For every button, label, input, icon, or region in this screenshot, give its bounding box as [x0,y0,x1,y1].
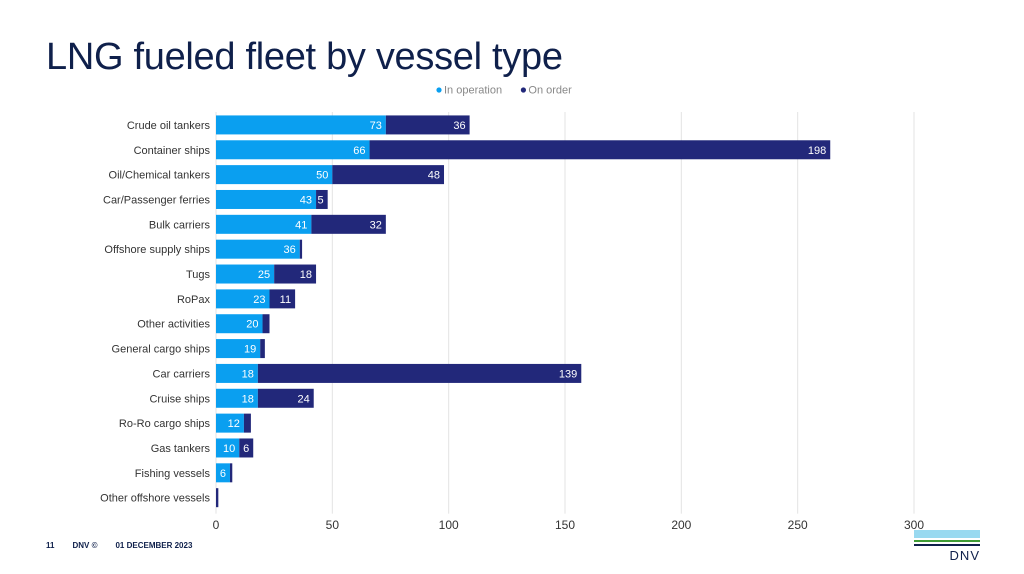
bar-on-order [332,165,445,185]
category-label: General cargo ships [112,344,211,356]
x-tick-label: 0 [213,518,220,532]
data-label: 36 [284,244,296,256]
bar-on-order [385,115,470,135]
category-label: RoPax [177,294,211,306]
data-label: 11 [280,294,291,306]
data-label: 198 [808,145,826,157]
data-label: 6 [220,468,226,480]
legend-label-0: In operation [444,85,502,97]
category-label: Oil/Chemical tankers [109,170,211,182]
category-label: Gas tankers [151,443,211,455]
footer-date: 01 DECEMBER 2023 [115,541,193,550]
category-label: Car carriers [153,368,211,380]
category-label: Container ships [134,145,211,157]
logo-text: DNV [949,548,980,563]
bar-in-operation [216,264,275,284]
dnv-logo: DNV [914,530,980,563]
category-label: Crude oil tankers [127,120,211,132]
logo-bar-green [914,540,980,542]
data-label: 12 [228,418,240,430]
logo-bar-light [914,530,980,538]
bar-on-order [269,289,296,309]
data-label: 18 [242,393,254,405]
x-tick-label: 300 [904,518,924,532]
bar-on-order [243,413,251,433]
bar-in-operation [216,140,370,160]
bar-in-operation [216,388,258,408]
bar-in-operation [216,314,263,334]
page-title: LNG fueled fleet by vessel type [46,36,563,78]
data-label: 5 [318,194,324,206]
bar-on-order [274,264,317,284]
x-tick-label: 100 [439,518,459,532]
bar-on-order [257,388,314,408]
data-label: 18 [300,269,312,281]
data-label: 36 [453,120,465,132]
data-label: 25 [258,269,270,281]
x-tick-label: 200 [671,518,691,532]
logo-bar-dark [914,544,980,546]
category-label: Other activities [137,319,210,331]
category-label: Fishing vessels [135,468,211,480]
bar-on-order [229,463,233,483]
bar-on-order [262,314,270,334]
data-label: 6 [243,443,249,455]
category-label: Offshore supply ships [104,244,210,256]
category-label: Car/Passenger ferries [103,194,210,206]
bar-in-operation [216,463,230,483]
data-label: 23 [253,294,265,306]
x-tick-label: 250 [788,518,808,532]
bar-on-order [257,363,582,383]
bar-in-operation [216,289,270,309]
footer: 11 DNV © 01 DECEMBER 2023 [46,541,192,550]
legend-marker-0 [436,87,442,93]
category-label: Bulk carriers [149,219,211,231]
x-tick-label: 50 [326,518,340,532]
company-copyright: DNV © [72,541,98,550]
data-label: 48 [428,170,440,182]
bar-in-operation [216,363,258,383]
category-label: Other offshore vessels [100,493,210,505]
legend-marker-1 [520,87,527,93]
bar-in-operation [216,189,317,209]
data-label: 24 [297,393,309,405]
bar-in-operation [216,214,312,234]
category-label: Ro-Ro cargo ships [119,418,211,430]
bar-on-order [299,239,303,259]
data-label: 18 [242,368,254,380]
page-number: 11 [46,541,55,550]
bar-on-order [239,438,254,458]
data-label: 66 [353,145,365,157]
data-label: 139 [559,368,577,380]
bar-on-order [216,488,219,508]
data-label: 20 [246,319,258,331]
bar-in-operation [216,239,300,259]
bar-on-order [311,214,386,234]
category-label: Cruise ships [149,393,210,405]
data-label: 41 [295,219,307,231]
data-label: 19 [244,344,256,356]
data-label: 10 [223,443,235,455]
data-label: 50 [316,170,328,182]
bar-on-order [260,339,265,359]
bar-in-operation [216,165,333,185]
data-label: 32 [370,219,382,231]
bar-on-order [316,189,328,209]
category-label: Tugs [186,269,211,281]
legend-label-1: On order [528,85,572,97]
bar-in-operation [216,438,240,458]
bar-in-operation [216,413,244,433]
bar-in-operation [216,339,261,359]
bar-in-operation [216,115,386,135]
x-tick-label: 150 [555,518,575,532]
data-label: 43 [300,194,312,206]
bar-on-order [369,140,831,160]
data-label: 73 [370,120,382,132]
